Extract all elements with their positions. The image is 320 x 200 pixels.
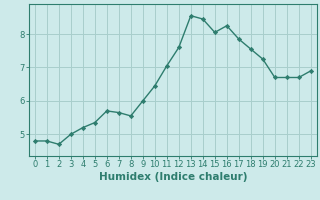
X-axis label: Humidex (Indice chaleur): Humidex (Indice chaleur)	[99, 172, 247, 182]
